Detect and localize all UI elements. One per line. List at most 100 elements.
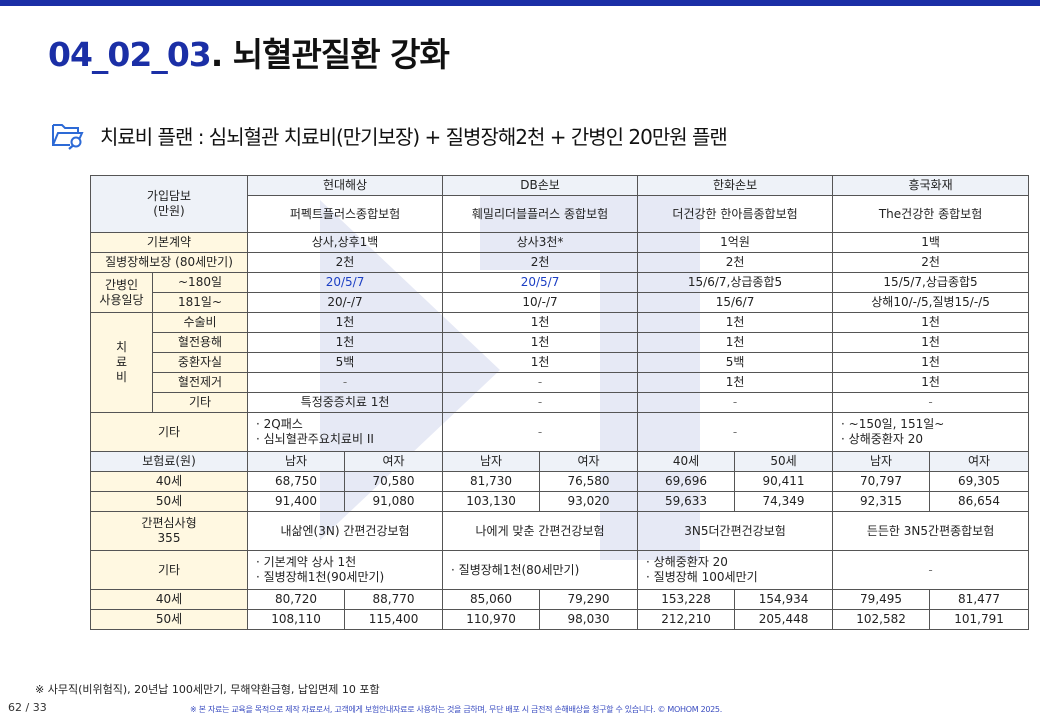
- product-name: 3N5더간편건강보험: [637, 511, 834, 551]
- table-cell: 1천: [442, 312, 639, 333]
- table-cell: 108,110: [247, 609, 346, 630]
- row-label: 기타: [89, 550, 249, 590]
- table-cell: 115,400: [344, 609, 444, 630]
- subhead-cell: 여자: [539, 451, 639, 472]
- row-label: 혈전용해: [151, 332, 249, 353]
- table-cell: 81,477: [929, 589, 1030, 610]
- subtitle-row: 치료비 플랜 : 심뇌혈관 치료비(만기보장) + 질병장해2천 + 간병인 2…: [50, 120, 728, 150]
- table-cell: 205,448: [734, 609, 834, 630]
- table-cell: 상사,상후1백: [247, 232, 444, 253]
- table-cell: 85,060: [442, 589, 541, 610]
- table-cell: 20/5/7: [247, 272, 444, 293]
- table-cell: 93,020: [539, 491, 639, 512]
- row-label: ~180일: [151, 272, 249, 293]
- table-cell: -: [832, 550, 1030, 590]
- corner-label-2: (만원): [153, 204, 185, 218]
- table-cell: 2천: [832, 252, 1030, 273]
- cell-line: · 2Q패스: [256, 417, 303, 431]
- table-cell: 92,315: [832, 491, 931, 512]
- company-db: DB손보: [442, 175, 639, 196]
- table-cell: 1억원: [637, 232, 834, 253]
- subhead-cell: 여자: [929, 451, 1030, 472]
- table-cell: -: [637, 392, 834, 413]
- label-line: 간편심사형: [141, 516, 197, 530]
- table-cell: 1천: [832, 332, 1030, 353]
- premium-row: 40세 68,750 70,580 81,730 76,580 69,696 9…: [89, 471, 1030, 492]
- table-cell: 1백: [832, 232, 1030, 253]
- table-cell: 1천: [637, 372, 834, 393]
- row-label: 질병장해보장 (80세만기): [89, 252, 249, 273]
- subhead-cell: 40세: [637, 451, 736, 472]
- subhead-cell: 여자: [344, 451, 444, 472]
- table-cell: 2천: [637, 252, 834, 273]
- table-cell: 2천: [442, 252, 639, 273]
- premium-row: 40세 80,720 88,770 85,060 79,290 153,228 …: [89, 589, 1030, 610]
- subhead-cell: 남자: [832, 451, 931, 472]
- treatment-group-label: 치 료 비: [90, 312, 153, 413]
- table-cell: · 2Q패스 · 심뇌혈관주요치료비 II: [247, 412, 444, 452]
- group-label-char: 치: [115, 340, 128, 354]
- product-name: 내삶엔(3N) 간편건강보험: [247, 511, 444, 551]
- table-cell: 79,495: [832, 589, 931, 610]
- table-cell: 상사3천*: [442, 232, 639, 253]
- table-cell: 154,934: [734, 589, 834, 610]
- simplified-label: 간편심사형 355: [89, 511, 249, 551]
- section-name: . 뇌혈관질환 강화: [210, 35, 450, 74]
- table-header-row: 가입담보 (만원) 현대해상 DB손보 한화손보 흥국화재: [89, 175, 1030, 233]
- cell-line: · 질병장해 100세만기: [646, 570, 758, 584]
- table-cell: 상해10/-/5,질병15/-/5: [832, 292, 1030, 313]
- corner-cell: 가입담보 (만원): [89, 175, 249, 233]
- product-name: 퍼펙트플러스종합보험: [247, 195, 444, 233]
- company-hanwha: 한화손보: [637, 175, 834, 196]
- group-label-line: 사용일당: [99, 292, 144, 307]
- table-cell: 70,580: [344, 471, 444, 492]
- row-label: 기본계약: [89, 232, 249, 253]
- table-cell: 74,349: [734, 491, 834, 512]
- product-name: The건강한 종합보험: [832, 195, 1030, 233]
- treatment-row: 기타 특정중증치료 1천 - - -: [91, 392, 1030, 413]
- cell-line: · 상해중환자 20: [646, 555, 728, 569]
- group-label-char: 비: [115, 370, 128, 384]
- top-accent-bar: [0, 0, 1040, 6]
- table-cell: 212,210: [637, 609, 736, 630]
- caregiver-row: 간병인 사용일당 ~180일 20/5/7 20/5/7 15/6/7,상급종합…: [90, 272, 1030, 313]
- table-cell: 1천: [442, 352, 639, 373]
- table-cell: · 기본계약 상사 1천 · 질병장해1천(90세만기): [247, 550, 444, 590]
- row-label: 기타: [89, 412, 249, 452]
- table-cell: 1천: [442, 332, 639, 353]
- page-number: 62 / 33: [8, 701, 47, 714]
- row-label: 수술비: [151, 312, 249, 333]
- table-cell: 110,970: [442, 609, 541, 630]
- table-cell: -: [247, 372, 444, 393]
- table-cell: 1천: [832, 372, 1030, 393]
- row-label: 181일~: [151, 292, 249, 313]
- etc-row: 기타 · 기본계약 상사 1천 · 질병장해1천(90세만기) · 질병장해1천…: [89, 550, 1030, 590]
- group-label-line: 간병인: [104, 277, 139, 292]
- table-cell: -: [442, 372, 639, 393]
- cell-line: · 심뇌혈관주요치료비 II: [256, 432, 374, 446]
- table-cell: · 질병장해1천(80세만기): [442, 550, 639, 590]
- table-cell: 91,080: [344, 491, 444, 512]
- company-heungkuk: 흥국화재: [832, 175, 1030, 196]
- table-cell: 90,411: [734, 471, 834, 492]
- cell-line: · 질병장해1천(90세만기): [256, 570, 385, 584]
- subhead-cell: 50세: [734, 451, 834, 472]
- row-label: 중환자실: [151, 352, 249, 373]
- plan-subtitle: 치료비 플랜 : 심뇌혈관 치료비(만기보장) + 질병장해2천 + 간병인 2…: [100, 124, 728, 149]
- table-cell: 81,730: [442, 471, 541, 492]
- coverage-table: 가입담보 (만원) 현대해상 DB손보 한화손보 흥국화재 퍼펙트플러스종합보험…: [89, 175, 1030, 630]
- table-cell: 1천: [832, 352, 1030, 373]
- table-cell: 20/5/7: [442, 272, 639, 293]
- subhead-cell: 남자: [247, 451, 346, 472]
- table-cell: 76,580: [539, 471, 639, 492]
- caregiver-group-label: 간병인 사용일당: [90, 272, 153, 313]
- table-cell: 1천: [832, 312, 1030, 333]
- row-label: 40세: [89, 589, 249, 610]
- table-cell: 5백: [247, 352, 444, 373]
- treatment-row: 치 료 비 수술비 1천 1천 1천 1천: [90, 312, 1030, 413]
- table-cell: 98,030: [539, 609, 639, 630]
- simplified-row: 간편심사형 355 내삶엔(3N) 간편건강보험 나에게 맞춘 간편건강보험 3…: [89, 511, 1030, 551]
- folder-search-icon: [50, 120, 86, 150]
- copyright-notice: ※ 본 자료는 교육을 목적으로 제작 자료로서, 고객에게 보험안내자료로 사…: [190, 705, 722, 714]
- row-label: 50세: [89, 609, 249, 630]
